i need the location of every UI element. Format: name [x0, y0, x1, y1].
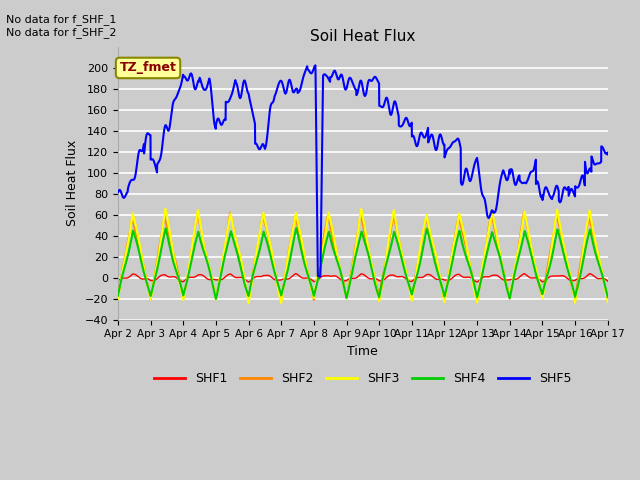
Text: No data for f_SHF_1
No data for f_SHF_2: No data for f_SHF_1 No data for f_SHF_2: [6, 14, 117, 38]
X-axis label: Time: Time: [348, 345, 378, 358]
Legend: SHF1, SHF2, SHF3, SHF4, SHF5: SHF1, SHF2, SHF3, SHF4, SHF5: [148, 367, 577, 390]
Y-axis label: Soil Heat Flux: Soil Heat Flux: [66, 140, 79, 227]
Title: Soil Heat Flux: Soil Heat Flux: [310, 29, 415, 44]
Text: TZ_fmet: TZ_fmet: [120, 61, 177, 74]
